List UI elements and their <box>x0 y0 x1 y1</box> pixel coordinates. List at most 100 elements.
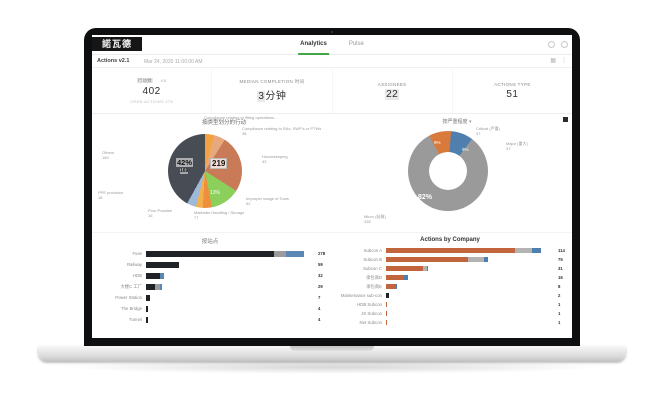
profile-icon[interactable] <box>561 41 568 48</box>
bars-left-rows: Fuse 278 Railway 59 HDB 32 大楼C 工厂 29 Power Stati… <box>94 248 326 325</box>
bar-value: 4 <box>318 306 321 311</box>
kpi-label: MEDIAN COMPLETION 时间 <box>239 79 305 84</box>
bar-segment <box>386 266 423 271</box>
bar-track <box>146 294 316 301</box>
bars-left-title: 按站点 <box>201 239 219 245</box>
bar-segment <box>159 272 165 279</box>
chevron-down-icon: ▾ <box>468 119 472 125</box>
charts-row: 按类型划分的行动 Compliance relating to lifting … <box>92 114 572 233</box>
bar-segment <box>403 275 408 280</box>
bar-label: Subcon A <box>363 248 382 253</box>
bar-segment <box>386 248 516 253</box>
bar-value: 2 <box>558 293 561 298</box>
bar-segment <box>395 284 397 289</box>
bar-value: 114 <box>558 248 565 253</box>
pie-slice-label: PPE provision 16 <box>98 190 124 200</box>
actions-by-site-chart: 按站点 Fuse 278 Railway 59 HDB 32 大楼C 工厂 29 Power S… <box>92 233 332 338</box>
bar-row: Fuse 278 <box>94 248 326 259</box>
bar-label: Maintenance sub-con <box>340 293 382 298</box>
bar-row: The Bridge 4 <box>94 303 326 314</box>
bar-label: JS Subcon <box>361 311 382 316</box>
bar-segment <box>386 284 396 289</box>
pie-slice-label: Compliance relating to RAs, SWP's or PTW… <box>242 126 322 136</box>
actions-by-type-section: 按类型划分的行动 Compliance relating to lifting … <box>92 114 356 233</box>
bar-row: Subcon C 31 <box>334 264 566 273</box>
bar-label: Tunnel <box>129 317 142 322</box>
bar-value: 7 <box>318 295 321 300</box>
brand-logo: 諾瓦德 <box>92 37 142 51</box>
pie-section-title: 按类型划分的行动 <box>201 120 246 126</box>
bar-value: 1 <box>558 320 561 325</box>
bar-segment <box>155 283 160 290</box>
bar-track <box>386 257 556 262</box>
tab-pulse[interactable]: Pulse <box>348 41 364 47</box>
bar-value: 16 <box>558 275 563 280</box>
pie-annotation-dark-count: 169 <box>180 168 189 174</box>
bar-label: Subcon B <box>363 257 382 262</box>
bar-row: Railway 59 <box>94 259 326 270</box>
donut-label-critical: Critical (严重) 37 <box>476 126 500 136</box>
bar-row: Net Subcon 1 <box>334 318 566 327</box>
donut-hole <box>429 152 467 190</box>
filter-icon[interactable] <box>563 117 568 122</box>
donut-chart[interactable] <box>408 131 488 211</box>
bar-value: 1 <box>558 302 561 307</box>
bar-row: 承包商E 8 <box>334 282 566 291</box>
topbar: 諾瓦德 Analytics Pulse <box>92 35 572 55</box>
bar-segment <box>273 250 286 257</box>
bar-value: 32 <box>318 273 323 278</box>
bar-row: 大楼C 工厂 29 <box>94 281 326 292</box>
bar-label: Power Station <box>115 295 142 300</box>
webcam-icon <box>331 31 333 33</box>
donut-pct-critical: 9% <box>434 140 441 145</box>
notification-icon[interactable] <box>548 41 555 48</box>
bar-segment <box>483 257 488 262</box>
kpi-suffix: KB <box>160 77 167 83</box>
pie-slice-label: Poor Practise 16 <box>148 208 173 218</box>
bar-segment <box>146 250 274 257</box>
pie-slice-label: Others 169 <box>102 150 115 160</box>
bar-label: HDB Subcon <box>357 302 382 307</box>
severity-section: 按严重程度 ▾ 9% 9% 82% Critical (严重) 37 Major … <box>356 114 572 233</box>
kpi-assignees: ASSIGNEES 22 <box>332 68 452 113</box>
bar-row: Maintenance sub-con 2 <box>334 291 566 300</box>
donut-title-dropdown[interactable]: 按严重程度 ▾ <box>356 118 558 125</box>
grid-view-icon[interactable]: ▦ <box>550 58 556 64</box>
pie-slice-label: Housekeeping 43 <box>262 154 288 164</box>
tab-analytics[interactable]: Analytics <box>298 35 329 55</box>
bar-segment <box>386 320 388 325</box>
kpi-actions-type: ACTIONS TYPE 51 <box>452 68 572 113</box>
kebab-menu-icon[interactable]: ⋮ <box>561 58 567 64</box>
bar-track <box>386 293 556 298</box>
bar-charts-row: 按站点 Fuse 278 Railway 59 HDB 32 大楼C 工厂 29 Power S… <box>92 233 572 338</box>
report-title: Actions v2.1 <box>97 58 130 64</box>
bar-row: HDB Subcon 1 <box>334 300 566 309</box>
bar-value: 31 <box>558 266 563 271</box>
main-tabs: Analytics Pulse <box>298 35 366 55</box>
laptop-shadow <box>58 360 606 374</box>
bar-track <box>146 305 316 312</box>
pie-annotation-green-pct: 13% <box>210 190 221 196</box>
bar-segment <box>146 272 160 279</box>
kpi-subtext: OPEN ACTIONS 278 <box>130 98 173 104</box>
bar-track <box>386 302 556 307</box>
bar-row: Tunnel 4 <box>94 314 326 325</box>
pie-annotation-dark-pct: 42% <box>176 158 194 167</box>
bar-segment <box>422 266 427 271</box>
bar-segment <box>515 248 532 253</box>
topbar-icons <box>548 41 568 48</box>
bar-label: 大楼C 工厂 <box>120 283 142 289</box>
bar-value: 1 <box>558 311 561 316</box>
bar-segment <box>146 261 180 268</box>
kpi-value: 3分钟 <box>257 91 287 102</box>
bar-row: JS Subcon 1 <box>334 309 566 318</box>
donut-pct-major: 9% <box>462 147 469 152</box>
pie-slice-label: Materials Handling / Storage 77 <box>194 210 245 220</box>
bar-segment <box>146 283 156 290</box>
kpi-label: ACTIONS TYPE <box>494 81 531 87</box>
bar-segment <box>285 250 304 257</box>
bar-segment <box>146 316 149 323</box>
laptop-base <box>38 346 626 362</box>
bar-segment <box>531 248 542 253</box>
